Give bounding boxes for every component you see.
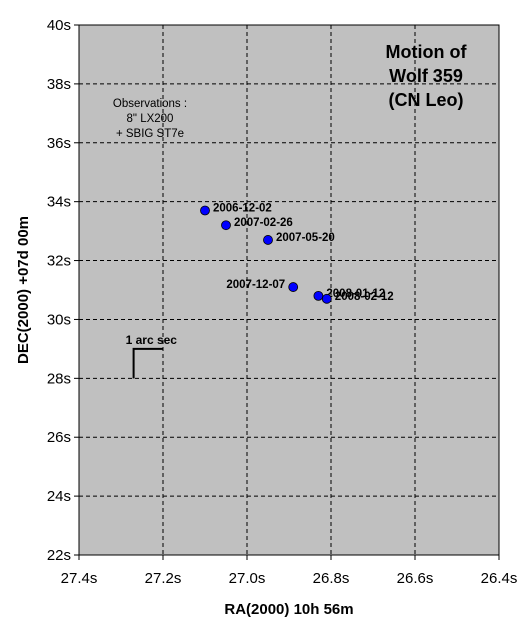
data-point-marker (288, 282, 299, 292)
observations-note-line-3: + SBIG ST7e (116, 128, 184, 140)
data-point-marker (200, 205, 210, 216)
y-tick-label: 36s (47, 135, 71, 152)
data-point-label: 2008-02-12 (335, 291, 394, 303)
grid (79, 25, 499, 555)
x-tick-label: 27.2s (145, 570, 182, 587)
y-axis-title: DEC(2000) +07d 00m (15, 216, 32, 364)
x-tick-label: 27.4s (61, 570, 98, 587)
y-tick-label: 22s (47, 547, 71, 564)
x-axis-title: RA(2000) 10h 56m (224, 601, 353, 618)
x-tick-label: 27.0s (229, 570, 266, 587)
data-point-marker (221, 220, 231, 231)
observations-note-line-1: Observations : (113, 98, 187, 110)
axis-ticks: 27.4s 27.2s 27.0s 26.8s 26.6s 26.4s 22s 24s 26s 2… (47, 17, 518, 587)
data-point-label: 2007-12-07 (226, 279, 285, 291)
data-point-label: 2007-02-26 (234, 217, 293, 229)
y-tick-label: 28s (47, 370, 71, 387)
y-tick-label: 40s (47, 17, 71, 34)
data-point-marker (321, 293, 332, 304)
data-point-label: 2006-12-02 (213, 203, 272, 215)
y-tick-label: 30s (47, 311, 71, 328)
chart-title-line-3: (CN Leo) (389, 90, 464, 110)
x-tick-label: 26.8s (313, 570, 350, 587)
data-point-marker (263, 235, 273, 245)
scale-bar: 1 arc sec (126, 333, 178, 379)
x-tick-label: 26.4s (481, 570, 518, 587)
x-tick-label: 26.6s (397, 570, 434, 587)
scale-bar-label: 1 arc sec (126, 333, 178, 347)
data-points: 2006-12-02 2007-02-26 2007-05-20 2007-12-07… (200, 203, 394, 304)
y-tick-label: 26s (47, 429, 71, 446)
y-tick-label: 38s (47, 76, 71, 93)
y-tick-label: 34s (47, 194, 71, 211)
data-point-label: 2007-05-20 (276, 232, 335, 244)
chart-title-line-2: Wolf 359 (389, 66, 463, 86)
scale-bar-line (132, 347, 164, 379)
y-tick-label: 32s (47, 253, 71, 270)
chart-title-line-1: Motion of (386, 42, 468, 62)
data-point-label: 2008-01-12 (326, 288, 385, 300)
plot-area (78, 24, 500, 556)
observations-note-line-2: 8" LX200 (127, 113, 174, 125)
data-point-marker (313, 290, 324, 301)
y-tick-label: 24s (47, 488, 71, 505)
